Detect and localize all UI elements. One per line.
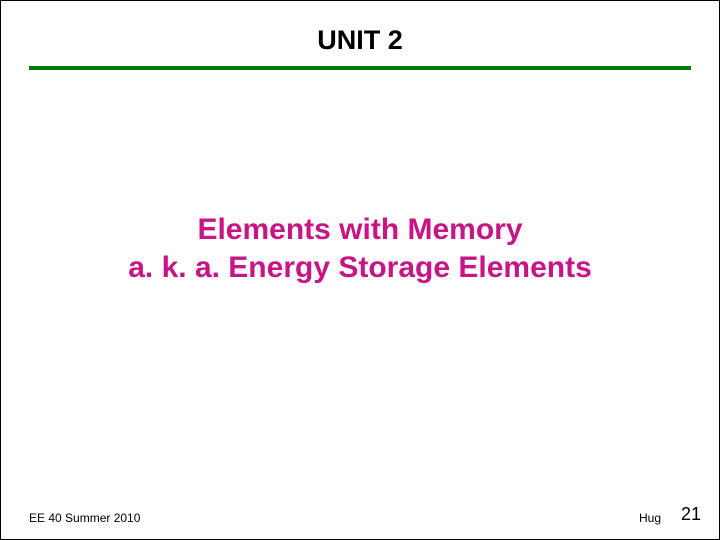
main-line-1: Elements with Memory [1, 211, 719, 249]
title-underline [29, 66, 691, 70]
footer-page-number: 21 [681, 504, 701, 525]
slide-title: UNIT 2 [1, 1, 719, 66]
footer-course: EE 40 Summer 2010 [29, 511, 140, 525]
footer-author: Hug [639, 511, 661, 525]
main-line-2: a. k. a. Energy Storage Elements [1, 249, 719, 287]
main-content: Elements with Memory a. k. a. Energy Sto… [1, 211, 719, 286]
